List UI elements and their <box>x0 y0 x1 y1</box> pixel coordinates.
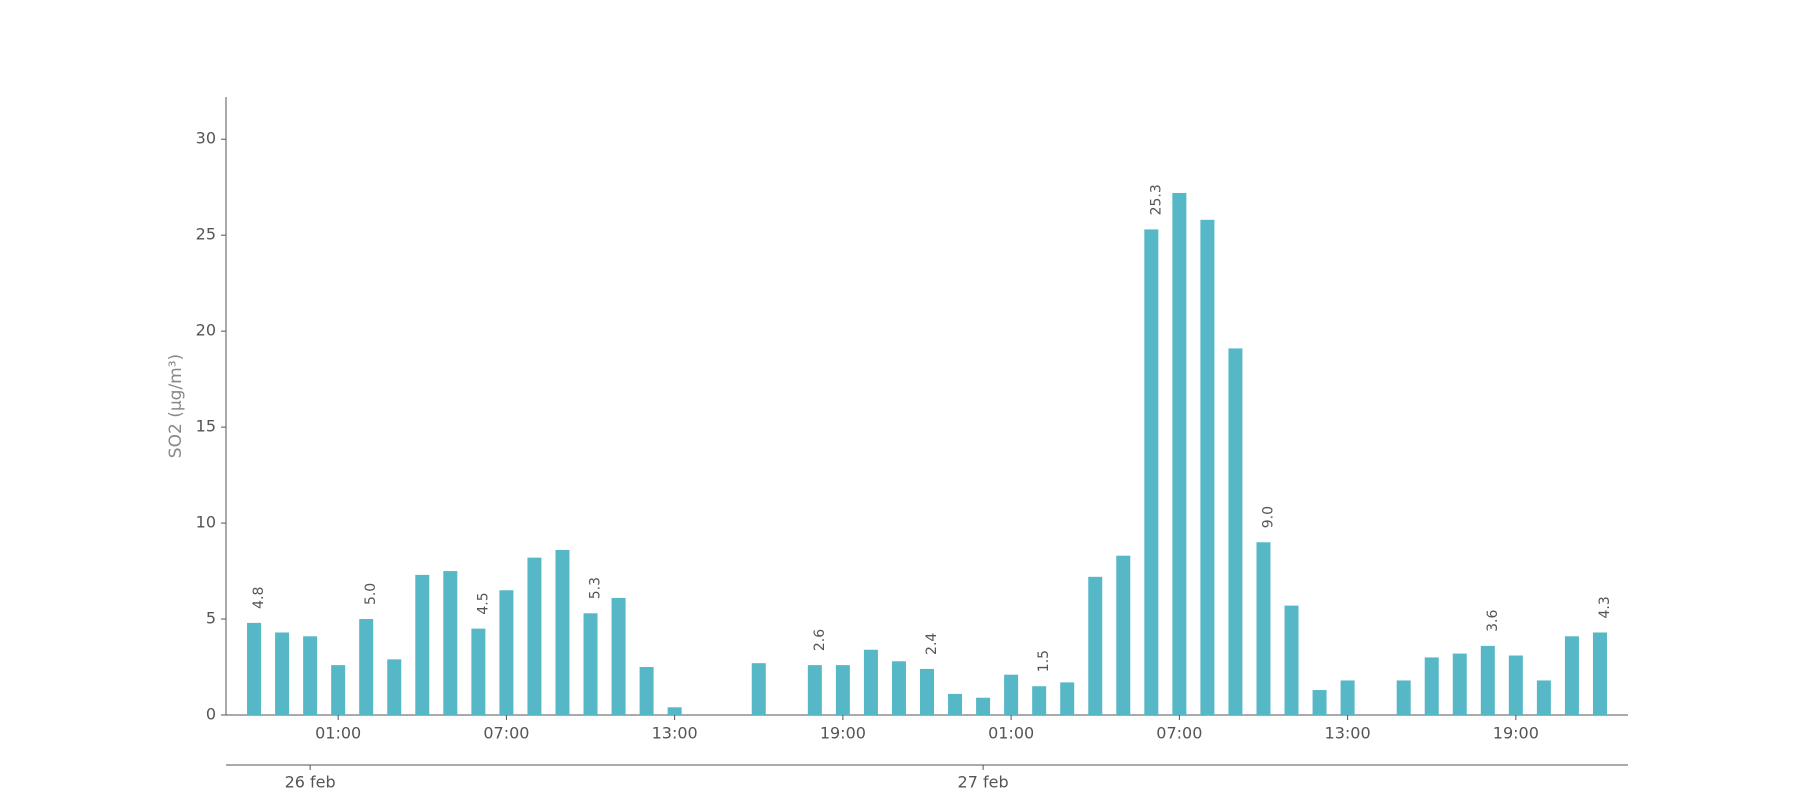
value-label: 1.5 <box>1036 650 1052 672</box>
bar <box>976 697 991 715</box>
x-tick-label: 01:00 <box>988 724 1034 743</box>
bar <box>359 619 374 715</box>
bar <box>667 707 682 715</box>
bar <box>1284 605 1299 715</box>
value-label: 9.0 <box>1260 506 1276 528</box>
value-label: 2.6 <box>812 629 828 651</box>
y-axis-label: SO2 (μg/m³) <box>166 354 186 458</box>
bar <box>1144 229 1159 715</box>
bar <box>527 557 542 715</box>
x-tick-label: 01:00 <box>315 724 361 743</box>
bar <box>1592 632 1607 715</box>
bar <box>1032 686 1047 715</box>
value-label: 4.8 <box>251 587 267 609</box>
y-tick-label: 5 <box>206 609 216 628</box>
bar <box>1116 555 1131 715</box>
bar <box>863 649 878 715</box>
y-tick-label: 10 <box>196 513 216 532</box>
bar <box>639 667 654 715</box>
x-tick-label: 07:00 <box>1156 724 1202 743</box>
value-label: 25.3 <box>1148 184 1164 215</box>
y-tick-label: 25 <box>196 225 216 244</box>
value-label: 4.5 <box>475 592 491 614</box>
bar <box>1452 653 1467 715</box>
bar <box>275 632 290 715</box>
date-label: 26 feb <box>285 773 336 792</box>
y-tick-label: 20 <box>196 321 216 340</box>
bar <box>920 668 934 715</box>
date-label: 27 feb <box>958 773 1009 792</box>
x-tick-label: 13:00 <box>1325 724 1371 743</box>
bar <box>443 571 458 715</box>
bar <box>1564 636 1579 715</box>
bar <box>1256 542 1271 715</box>
bar <box>611 597 626 715</box>
bar <box>835 665 850 715</box>
value-label: 3.6 <box>1485 610 1501 632</box>
bar <box>1060 682 1075 715</box>
bar <box>331 665 346 715</box>
x-tick-label: 19:00 <box>820 724 866 743</box>
bar <box>387 659 402 715</box>
bar <box>891 661 906 715</box>
bar <box>1536 680 1551 715</box>
value-label: 5.0 <box>363 583 379 605</box>
bar <box>807 665 822 715</box>
bar <box>1312 690 1327 715</box>
x-tick-label: 07:00 <box>483 724 529 743</box>
bar <box>1508 655 1523 715</box>
bar <box>1004 674 1019 715</box>
x-tick-label: 19:00 <box>1493 724 1539 743</box>
value-label: 5.3 <box>588 577 604 599</box>
bar <box>247 622 262 715</box>
value-label: 2.4 <box>924 633 940 655</box>
bar <box>1480 645 1495 715</box>
bar <box>303 636 318 715</box>
bar <box>1200 219 1215 716</box>
y-tick-label: 0 <box>206 705 216 724</box>
bar <box>555 549 570 715</box>
bar <box>1424 657 1439 715</box>
y-tick-label: 30 <box>196 129 216 148</box>
bar <box>1396 680 1411 715</box>
bar <box>948 693 963 715</box>
bar <box>583 613 598 715</box>
bar <box>415 574 430 715</box>
bar <box>1088 576 1103 715</box>
bar <box>1340 680 1355 715</box>
bar <box>1228 348 1243 715</box>
x-tick-label: 13:00 <box>652 724 698 743</box>
bar <box>471 628 486 715</box>
value-label: 4.3 <box>1597 596 1613 618</box>
bar <box>1172 192 1187 715</box>
bar <box>751 663 766 715</box>
bar <box>499 590 514 715</box>
y-tick-label: 15 <box>196 417 216 436</box>
